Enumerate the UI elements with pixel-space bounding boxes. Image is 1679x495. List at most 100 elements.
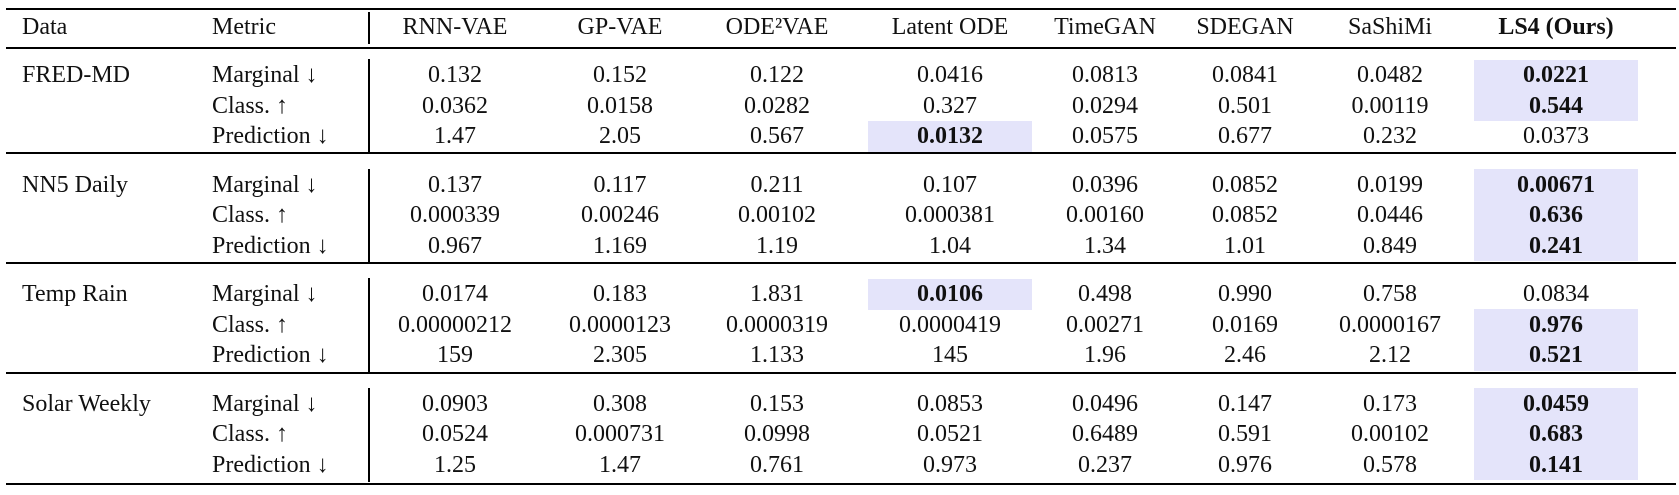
column-header: RNN-VAE [402, 14, 508, 40]
cell-value: 0.544 [1529, 92, 1583, 119]
cell-value: 0.00102 [738, 202, 816, 229]
cell-value: 1.19 [756, 232, 798, 259]
cell-value: 0.00102 [1351, 421, 1429, 448]
cell-value: 1.133 [750, 342, 804, 369]
cell-value: 0.0521 [917, 421, 983, 448]
cell-value: 145 [932, 342, 968, 369]
cell-value: 0.0396 [1072, 171, 1138, 198]
best-highlight [1474, 309, 1638, 341]
metric-name: Class. ↑ [212, 311, 289, 338]
cell-value: 0.000731 [575, 421, 665, 448]
best-highlight [1474, 449, 1638, 481]
header-rule [6, 47, 1676, 49]
cell-value: 0.0459 [1523, 390, 1589, 417]
cell-value: 2.46 [1224, 342, 1266, 369]
metric-name: Marginal ↓ [212, 171, 318, 198]
best-highlight [868, 278, 1032, 310]
best-highlight [1474, 59, 1638, 91]
cell-value: 0.00160 [1066, 202, 1144, 229]
cell-value: 0.000381 [905, 202, 995, 229]
cell-value: 0.0524 [422, 421, 488, 448]
cell-value: 0.849 [1363, 232, 1417, 259]
cell-value: 0.0362 [422, 92, 488, 119]
cell-value: 0.498 [1078, 281, 1132, 308]
cell-value: 0.0221 [1523, 62, 1589, 88]
dataset-name: Solar Weekly [22, 390, 151, 417]
metric-name: Marginal ↓ [212, 390, 318, 417]
metric-name: Prediction ↓ [212, 232, 329, 259]
cell-value: 1.04 [929, 232, 971, 259]
cell-value: 0.990 [1218, 281, 1272, 308]
cell-value: 0.107 [923, 171, 977, 198]
cell-value: 0.567 [750, 123, 804, 149]
cell-value: 2.12 [1369, 342, 1411, 369]
group-divider [368, 278, 370, 373]
group-rule [6, 152, 1676, 154]
cell-value: 159 [437, 342, 473, 369]
best-highlight [1474, 169, 1638, 201]
cell-value: 0.0169 [1212, 311, 1278, 338]
cell-value: 0.0853 [917, 390, 983, 417]
cell-value: 0.6489 [1072, 421, 1138, 448]
cell-value: 0.0000167 [1339, 311, 1441, 338]
cell-value: 0.0903 [422, 390, 488, 417]
best-highlight [1474, 418, 1638, 450]
cell-value: 1.25 [434, 451, 476, 478]
cell-value: 0.00671 [1517, 171, 1595, 198]
top-rule [6, 8, 1676, 10]
cell-value: 0.137 [428, 171, 482, 198]
dataset-name: Temp Rain [22, 281, 128, 308]
cell-value: 0.327 [923, 92, 977, 119]
cell-value: 0.00271 [1066, 311, 1144, 338]
cell-value: 0.141 [1529, 451, 1583, 478]
cell-value: 0.308 [593, 390, 647, 417]
cell-value: 1.169 [593, 232, 647, 259]
cell-value: 1.47 [434, 123, 476, 149]
dataset-name: FRED-MD [22, 62, 131, 88]
cell-value: 0.0813 [1072, 62, 1138, 88]
cell-value: 0.152 [593, 62, 647, 88]
cell-value: 0.0000319 [726, 311, 828, 338]
metric-name: Class. ↑ [212, 202, 289, 229]
cell-value: 0.000339 [410, 202, 500, 229]
column-header: Data [22, 14, 68, 40]
cell-value: 0.0132 [917, 123, 983, 149]
column-header: TimeGAN [1054, 14, 1156, 40]
cell-value: 0.967 [428, 232, 482, 259]
cell-value: 0.173 [1363, 390, 1417, 417]
cell-value: 0.683 [1529, 421, 1583, 448]
cell-value: 1.96 [1084, 342, 1126, 369]
group-divider [368, 168, 370, 263]
metric-name: Marginal ↓ [212, 62, 318, 88]
cell-value: 0.237 [1078, 451, 1132, 478]
column-header: SDEGAN [1196, 14, 1294, 40]
metric-name: Marginal ↓ [212, 281, 318, 308]
bottom-rule [6, 483, 1676, 485]
cell-value: 0.521 [1529, 342, 1583, 369]
group-rule [6, 262, 1676, 264]
cell-value: 0.0446 [1357, 202, 1423, 229]
cell-value: 0.0199 [1357, 171, 1423, 198]
cell-value: 0.00119 [1351, 92, 1429, 119]
cell-value: 0.0416 [917, 62, 983, 88]
cell-value: 0.976 [1529, 311, 1583, 338]
cell-value: 0.0852 [1212, 171, 1278, 198]
metric-name: Prediction ↓ [212, 123, 329, 149]
best-highlight [1474, 388, 1638, 420]
cell-value: 0.0834 [1523, 281, 1589, 308]
cell-value: 0.0158 [587, 92, 653, 119]
cell-value: 0.0282 [744, 92, 810, 119]
cell-value: 0.0496 [1072, 390, 1138, 417]
best-highlight [1474, 90, 1638, 121]
cell-value: 0.0174 [422, 281, 488, 308]
cell-value: 0.132 [428, 62, 482, 88]
cell-value: 0.0841 [1212, 62, 1278, 88]
cell-value: 2.305 [593, 342, 647, 369]
best-highlight [1474, 199, 1638, 231]
cell-value: 0.117 [593, 171, 647, 198]
cell-value: 1.34 [1084, 232, 1126, 259]
cell-value: 0.0373 [1523, 123, 1589, 149]
column-header: SaShiMi [1347, 14, 1433, 40]
cell-value: 2.05 [599, 123, 641, 149]
